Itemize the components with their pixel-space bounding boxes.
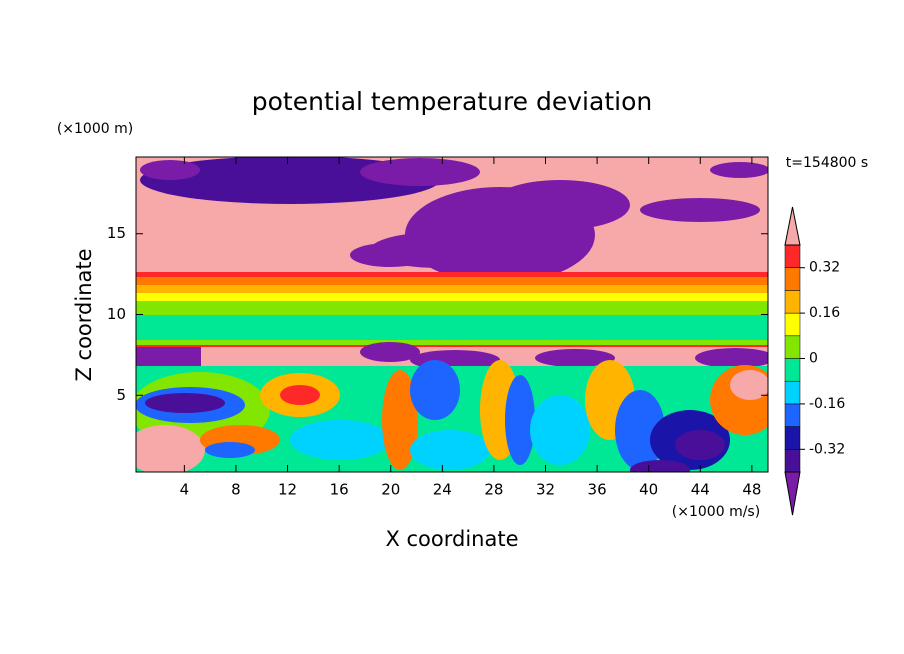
x-tick-label: 8 [231,481,241,499]
contour-region [136,425,205,472]
colorbar-upper-arrow [784,206,801,246]
y-tick-label: 15 [107,224,126,242]
x-unit: (×1000 m/s) [672,504,760,520]
x-tick-label: 16 [330,481,349,499]
colorbar-bin [784,380,801,405]
y-tick-label: 5 [116,386,126,404]
x-tick-label: 20 [381,481,400,499]
contour-region [410,430,490,470]
chart-title: potential temperature deviation [252,87,652,116]
colorbar-lower-arrow [784,471,801,516]
contour-region [535,349,615,367]
colorbar-bin [784,403,801,427]
time-annotation: t=154800 s [786,155,868,171]
x-tick-label: 48 [742,481,761,499]
contour-region [410,360,460,420]
contour-region [350,243,430,267]
x-tick-label: 12 [278,481,297,499]
contour-region [140,160,200,180]
contour-field [136,157,768,472]
contour-region [730,370,768,400]
x-axis-label: X coordinate [385,527,518,551]
colorbar-bin [784,267,801,291]
x-tick-label: 24 [433,481,452,499]
contour-region [360,158,480,186]
colorbar-tick-label: -0.32 [809,441,845,457]
contour-region [675,430,725,460]
contour-region [695,348,768,368]
contour-region [136,301,768,315]
contour-region [530,395,590,465]
colorbar-bin [784,312,801,337]
contour-region [640,198,760,222]
x-tick-label: 32 [536,481,555,499]
contour-region [136,345,768,347]
colorbar-bin [784,244,801,268]
x-tick-label: 28 [484,481,503,499]
contour-region [630,460,690,472]
contour-region [505,375,535,465]
colorbar-bin [784,449,801,473]
contour-region [136,340,768,345]
x-tick-label: 40 [639,481,658,499]
colorbar-tick-label: 0.32 [809,260,840,276]
contour-region [710,162,768,178]
contour-region [490,180,630,230]
contour-region [205,442,255,458]
x-tick-label: 36 [588,481,607,499]
contour-region [136,285,768,293]
contour-region [136,272,768,277]
y-tick-label: 10 [107,305,126,323]
contour-region [280,385,320,405]
colorbar-tick-label: 0 [809,351,818,367]
colorbar-bin [784,335,801,359]
y-unit: (×1000 m) [57,121,133,137]
contour-region [136,277,768,285]
x-tick-label: 44 [691,481,710,499]
colorbar-bin [784,358,801,382]
x-tick-label: 4 [180,481,190,499]
colorbar-bin [784,426,801,450]
y-axis-label: Z coordinate [72,248,96,381]
contour-region [382,370,418,470]
colorbar-tick-label: 0.16 [809,305,840,321]
contour-region [145,393,225,413]
contour-region [136,315,768,340]
contour-region [290,420,390,460]
colorbar-bin [784,290,801,314]
contour-region [136,293,768,301]
contour-region [360,342,420,362]
contour-region [136,347,201,366]
colorbar-tick-label: -0.16 [809,396,845,412]
